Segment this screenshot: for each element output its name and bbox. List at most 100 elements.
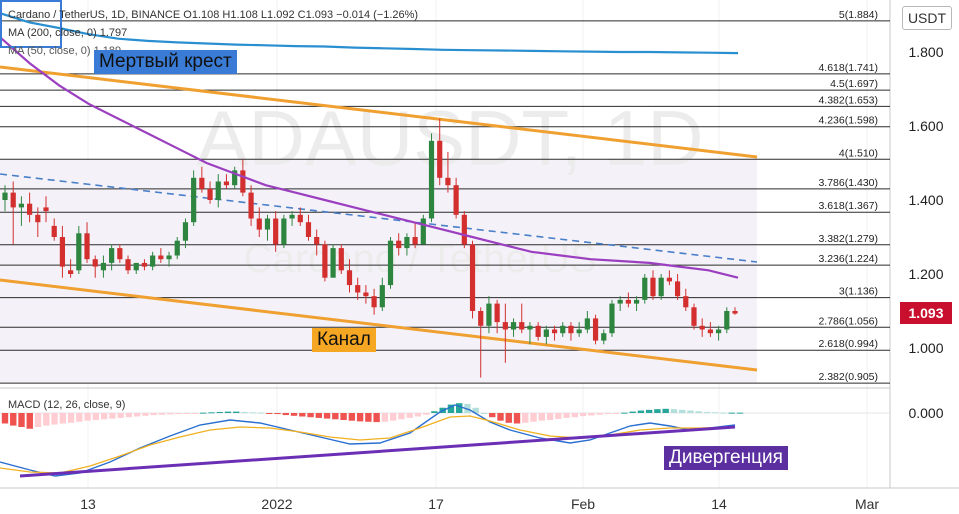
macd-histogram-bar — [257, 412, 265, 414]
macd-histogram-bar — [670, 409, 678, 413]
macd-histogram-bar — [166, 413, 174, 415]
candle-body — [666, 277, 672, 282]
ma200-line — [0, 12, 739, 55]
macd-histogram-bar — [158, 413, 166, 415]
candle-body — [502, 322, 508, 330]
macd-histogram-bar — [522, 413, 529, 423]
time-tick-label: 14 — [711, 496, 727, 512]
candle-body — [724, 311, 730, 330]
candle-body — [199, 177, 205, 189]
macd-histogram-bar — [76, 413, 83, 422]
macd-histogram-bar — [307, 413, 314, 418]
divergence-annotation: Дивергенция — [664, 446, 788, 470]
candle-body — [625, 299, 631, 304]
symbol-logo-frame[interactable] — [0, 0, 62, 48]
macd-histogram-bar — [604, 413, 612, 415]
macd-histogram-bar — [414, 413, 422, 417]
candle-body — [2, 192, 8, 200]
candle-body — [109, 248, 115, 263]
fib-level-label: 3.618(1.367) — [818, 200, 878, 212]
candle-body — [182, 222, 189, 241]
macd-histogram-bar — [530, 413, 537, 422]
candle-body — [551, 329, 558, 334]
death-cross-annotation: Мертвый крест — [94, 50, 237, 74]
macd-histogram-bar — [51, 413, 58, 425]
candle-body — [420, 218, 426, 245]
candle-body — [330, 248, 336, 278]
macd-histogram-bar — [340, 413, 347, 420]
macd-histogram-bar — [687, 410, 694, 413]
fib-level-label: 3.236(1.224) — [818, 253, 878, 265]
macd-histogram-bar — [555, 413, 562, 419]
fib-level-label: 4.618(1.741) — [818, 62, 878, 74]
candle-body — [273, 218, 279, 245]
macd-histogram-bar — [571, 413, 579, 418]
candle-body — [35, 214, 41, 223]
macd-histogram-bar — [365, 413, 372, 422]
macd-histogram-bar — [472, 407, 479, 413]
macd-histogram-bar — [712, 412, 719, 414]
macd-histogram-bar — [662, 408, 669, 413]
macd-histogram-bar — [109, 413, 116, 419]
currency-button[interactable]: USDT — [902, 6, 952, 30]
macd-histogram-bar — [596, 413, 603, 415]
macd-histogram-bar — [100, 413, 108, 420]
candle-body — [100, 262, 107, 271]
fib-zone — [0, 159, 757, 384]
macd-histogram-bar — [645, 409, 653, 413]
candle-body — [355, 285, 361, 293]
candle-body — [133, 262, 139, 271]
candle-body — [691, 307, 697, 326]
candle-body — [363, 292, 369, 297]
macd-histogram-bar — [736, 412, 744, 414]
time-tick-label: Feb — [571, 496, 595, 512]
candle-body — [445, 177, 451, 186]
price-tick-label: 1.600 — [908, 118, 943, 134]
candle-body — [527, 325, 533, 330]
macd-histogram-bar — [538, 413, 545, 421]
macd-histogram-bar — [34, 413, 42, 427]
candle-body — [396, 240, 402, 249]
candle-body — [658, 277, 664, 297]
ma50-legend: MA (50, close, 0) 1.189 — [8, 45, 122, 57]
candle-body — [297, 214, 303, 223]
symbol-legend: Cardano / TetherUS, 1D, BINANCE O1.108 H… — [8, 9, 419, 21]
macd-histogram-bar — [200, 412, 207, 414]
divergence-trend-line — [19, 425, 736, 478]
candle-body — [650, 277, 656, 297]
macd-histogram-bar — [373, 413, 380, 423]
candle-body — [346, 270, 353, 286]
candle-body — [404, 237, 410, 249]
moving-averages — [0, 12, 739, 279]
macd-histogram-bar — [356, 413, 364, 422]
fib-level-label: 4.382(1.653) — [818, 94, 878, 106]
macd-histogram-bar — [720, 412, 727, 414]
macd-histogram-bar — [406, 413, 413, 418]
ma50-line — [0, 36, 739, 279]
macd-histogram-bar — [1, 413, 9, 424]
candle-body — [158, 255, 164, 260]
time-tick-label: 13 — [80, 496, 96, 512]
macd-histogram-bar — [629, 411, 636, 413]
macd-histogram-bar — [381, 413, 389, 422]
candle-body — [51, 225, 57, 237]
candle-body — [150, 255, 156, 267]
candle-body — [76, 233, 82, 271]
fib-level-label: 3(1.136) — [839, 286, 878, 298]
channel-upper-line — [0, 65, 758, 159]
price-tick-label: 1.200 — [908, 266, 943, 282]
macd-histogram-bar — [563, 413, 570, 418]
fib-level-label: 2.618(0.994) — [818, 338, 878, 350]
macd-histogram-bar — [497, 413, 504, 421]
ma200-legend: MA (200, close, 0) 1.797 — [8, 27, 128, 39]
candle-body — [428, 140, 435, 219]
macd-histogram-bar — [513, 413, 521, 424]
channel-annotation: Канал — [312, 328, 376, 352]
macd-histogram-bar — [150, 413, 157, 416]
candle-body — [519, 322, 525, 330]
candle-body — [207, 188, 213, 200]
macd-histogram-bar — [43, 413, 50, 426]
macd-histogram-bar — [621, 412, 628, 414]
macd-histogram-bar — [92, 413, 100, 420]
